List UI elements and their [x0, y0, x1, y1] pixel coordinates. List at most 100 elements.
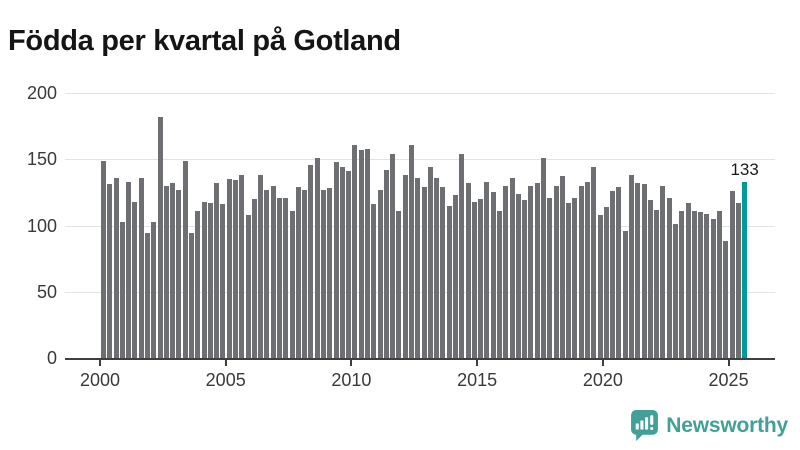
bar [232, 180, 238, 358]
y-axis-tick-label: 0 [46, 348, 57, 368]
bar [578, 185, 584, 358]
bar [572, 197, 578, 358]
bar [685, 202, 691, 358]
bar [723, 241, 729, 358]
y-axis-tick-label: 100 [26, 215, 57, 236]
x-axis-tick [224, 358, 227, 366]
bar [698, 212, 704, 358]
bar [320, 189, 326, 358]
bar [616, 187, 622, 358]
bar [364, 148, 370, 358]
bar [528, 185, 534, 358]
page-title: Födda per kvartal på Gotland [8, 25, 401, 58]
bar [276, 197, 282, 358]
bar [251, 199, 257, 358]
bar [635, 183, 641, 358]
x-axis-tick [350, 358, 353, 366]
bar [295, 187, 301, 358]
bar [333, 161, 339, 358]
bar [220, 204, 226, 358]
bar [716, 210, 722, 358]
bar [452, 195, 458, 358]
bar [113, 177, 119, 358]
bar [396, 210, 402, 358]
bar [377, 189, 383, 358]
highlight-value-label: 133 [730, 159, 759, 179]
bar [735, 202, 741, 358]
bar [302, 189, 308, 358]
x-axis-tick-label: 2005 [205, 370, 246, 390]
newsworthy-logo-icon [631, 410, 659, 441]
bar [201, 201, 207, 358]
bar [195, 210, 201, 358]
bar [207, 202, 213, 358]
x-axis-tick-label: 2020 [582, 370, 623, 390]
bar [132, 201, 138, 358]
bar [622, 230, 628, 358]
bar [603, 206, 609, 358]
x-axis-tick-label: 2010 [331, 370, 372, 390]
bar [188, 233, 194, 358]
y-axis-tick-label: 50 [36, 281, 57, 302]
bar [226, 179, 232, 358]
bar [126, 181, 132, 358]
bar [270, 185, 276, 358]
bar [478, 199, 484, 358]
bar [283, 197, 289, 358]
bar [119, 221, 125, 358]
bar [151, 221, 157, 358]
bar [610, 191, 616, 358]
bar [176, 189, 182, 358]
bar [509, 177, 515, 358]
bar [258, 175, 264, 358]
bar [522, 200, 528, 358]
gridline [65, 93, 775, 94]
bar [534, 183, 540, 358]
bar [440, 187, 446, 358]
bar [163, 185, 169, 358]
bar [390, 153, 396, 358]
bar [346, 171, 352, 358]
bar [597, 214, 603, 358]
bar [434, 177, 440, 358]
bar [264, 189, 270, 358]
bar [339, 167, 345, 358]
x-axis-tick-label: 2015 [457, 370, 498, 390]
bar [408, 144, 414, 358]
bar [245, 214, 251, 358]
y-axis-tick-label: 150 [26, 149, 57, 170]
bar [547, 197, 553, 358]
bar [647, 200, 653, 358]
bar [654, 209, 660, 358]
bar [182, 160, 188, 358]
x-axis-tick [601, 358, 604, 366]
x-axis-tick [727, 358, 730, 366]
branding: Newsworthy [631, 410, 788, 441]
bar [289, 210, 295, 358]
bar [465, 183, 471, 358]
bar [421, 187, 427, 358]
x-axis-tick [476, 358, 479, 366]
bar [691, 210, 697, 358]
bar [214, 183, 220, 358]
bar [144, 233, 150, 358]
bar [641, 184, 647, 358]
bar [503, 185, 509, 358]
bar [566, 202, 572, 358]
bar-highlighted [742, 181, 748, 358]
gridline [65, 159, 775, 161]
bar [540, 157, 546, 358]
bar [660, 185, 666, 358]
bar [490, 192, 496, 358]
bar [710, 218, 716, 358]
bar [427, 167, 433, 358]
bar [679, 210, 685, 358]
bar [358, 149, 364, 358]
bar [484, 181, 490, 358]
bar [157, 116, 163, 358]
logo-text: Newsworthy [666, 413, 788, 437]
bar [402, 175, 408, 358]
bar [101, 160, 106, 358]
bar [308, 164, 314, 358]
bar [553, 185, 559, 358]
